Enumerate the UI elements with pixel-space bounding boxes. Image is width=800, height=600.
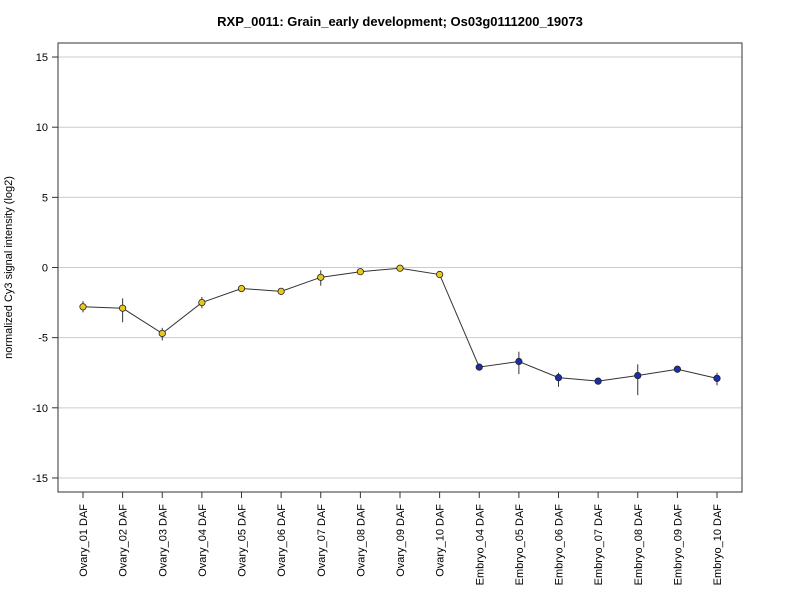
data-point xyxy=(634,371,642,380)
x-axis: Ovary_01 DAF Ovary_02 DAF Ovary_03 DAF Ovar… xyxy=(78,492,724,585)
y-tick-label: 15 xyxy=(36,52,48,64)
x-tick-label: Ovary_02 DAF xyxy=(118,504,130,577)
data-point xyxy=(436,270,444,279)
x-tick-label: Embryo_09 DAF xyxy=(672,504,684,586)
data-point xyxy=(198,298,206,307)
y-axis: -15 -10 -5 0 5 10 15 xyxy=(32,52,58,485)
y-tick-label: 10 xyxy=(36,122,48,134)
y-tick-label: -15 xyxy=(32,473,48,485)
x-tick-label: Ovary_10 DAF xyxy=(435,504,447,577)
x-tick-label: Embryo_10 DAF xyxy=(712,504,724,586)
y-tick-label: -5 xyxy=(38,333,48,345)
x-tick-label: Ovary_09 DAF xyxy=(395,504,407,577)
data-point xyxy=(356,268,364,276)
data-point xyxy=(554,374,563,382)
y-tick-label: 5 xyxy=(42,192,48,204)
x-tick-label: Ovary_06 DAF xyxy=(276,504,288,577)
data-point xyxy=(673,365,681,373)
x-tick-label: Embryo_08 DAF xyxy=(633,504,645,586)
x-tick-label: Ovary_07 DAF xyxy=(316,504,328,577)
x-tick-label: Embryo_07 DAF xyxy=(593,504,605,586)
grid-lines xyxy=(58,56,742,479)
x-tick-label: Embryo_06 DAF xyxy=(554,504,566,586)
data-point xyxy=(277,287,285,295)
x-tick-label: Ovary_04 DAF xyxy=(197,504,209,577)
x-tick-label: Ovary_05 DAF xyxy=(237,504,249,577)
x-tick-label: Embryo_05 DAF xyxy=(514,504,526,586)
y-tick-label: -10 xyxy=(32,403,48,415)
error-bars xyxy=(82,266,718,396)
x-tick-label: Embryo_04 DAF xyxy=(474,504,486,586)
data-point xyxy=(237,284,246,293)
data-point xyxy=(475,363,483,371)
y-tick-label: 0 xyxy=(42,263,48,275)
y-axis-label: normalized Cy3 signal intensity (log2) xyxy=(3,176,15,359)
x-tick-label: Ovary_08 DAF xyxy=(355,504,367,577)
data-point xyxy=(79,303,87,311)
data-point xyxy=(594,377,602,385)
data-point xyxy=(119,304,127,312)
data-point xyxy=(515,357,523,366)
x-tick-label: Ovary_01 DAF xyxy=(78,504,90,577)
data-point xyxy=(713,374,721,382)
data-point xyxy=(158,329,166,338)
data-points xyxy=(79,264,721,385)
x-tick-label: Ovary_03 DAF xyxy=(157,504,169,577)
data-point xyxy=(317,273,325,281)
chart-title: RXP_0011: Grain_early development; Os03g… xyxy=(217,14,583,29)
series-line xyxy=(82,267,718,382)
data-point xyxy=(396,264,404,272)
